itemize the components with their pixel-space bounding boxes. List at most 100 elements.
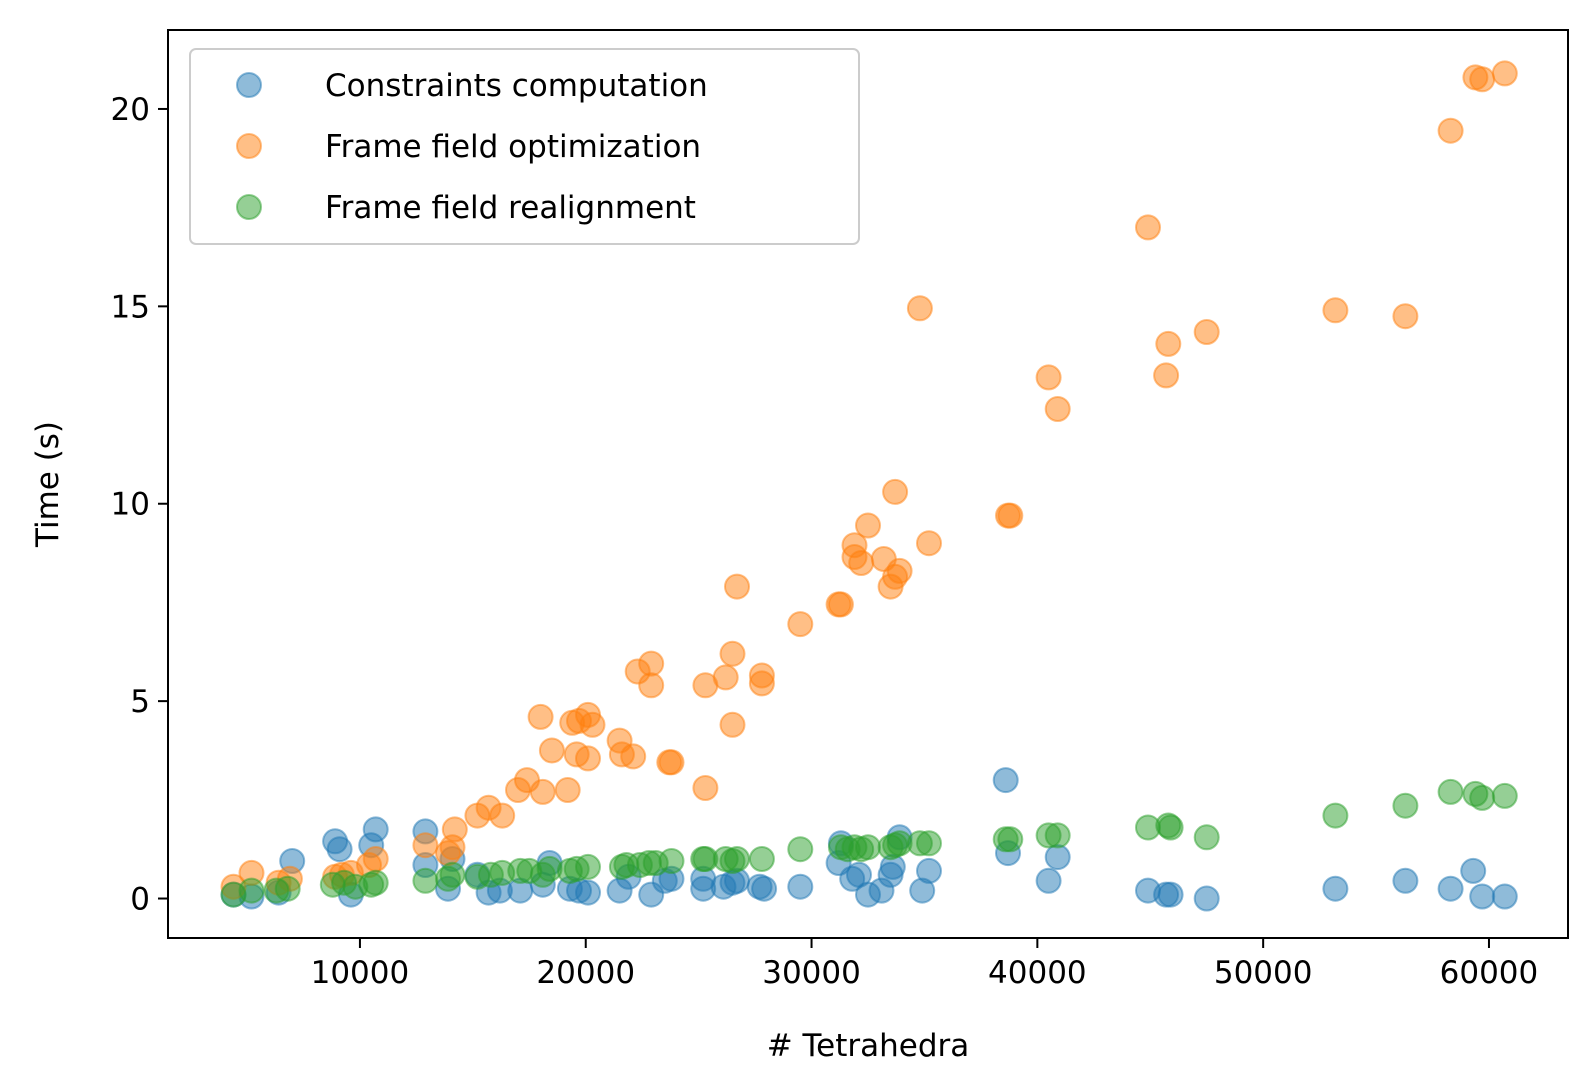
data-point	[238, 877, 265, 904]
data-point	[882, 478, 909, 505]
data-point	[1322, 297, 1349, 324]
legend-label-constraints: Constraints computation	[325, 68, 708, 104]
data-point	[362, 846, 389, 872]
data-point	[579, 711, 606, 738]
legend-marker-constraints	[236, 72, 262, 98]
data-point	[992, 767, 1019, 794]
series-2	[220, 778, 1518, 908]
data-point	[906, 295, 933, 322]
data-point	[724, 846, 750, 872]
legend-entry-constraints: Constraints computation	[236, 68, 708, 104]
data-point	[326, 836, 353, 863]
x-axis-ticks: 10000 20000 30000 40000 50000 60000	[311, 938, 1539, 991]
data-point	[362, 816, 389, 843]
data-point	[1193, 885, 1220, 912]
data-point	[527, 703, 554, 730]
data-point	[620, 743, 647, 770]
data-point	[916, 857, 942, 884]
data-point	[658, 749, 685, 776]
data-point	[787, 836, 814, 863]
data-point	[1153, 362, 1180, 389]
y-tick-label: 10	[111, 487, 150, 523]
data-point	[787, 873, 814, 900]
data-point	[554, 777, 581, 803]
data-point	[1469, 784, 1496, 811]
x-tick-label: 30000	[762, 955, 861, 991]
data-point	[1035, 364, 1062, 391]
data-point	[1491, 60, 1518, 87]
data-point	[538, 737, 565, 764]
legend-box	[189, 48, 860, 245]
data-point	[997, 502, 1024, 529]
legend-label-optimization: Frame field optimization	[325, 129, 701, 165]
y-axis-ticks: 0 5 10 15 20	[111, 92, 168, 918]
data-point	[1193, 824, 1220, 851]
data-point	[712, 664, 739, 691]
data-point	[855, 834, 881, 861]
axes-frame	[167, 29, 1569, 939]
data-point	[751, 875, 778, 902]
data-point	[848, 550, 875, 576]
data-point	[997, 826, 1024, 853]
legend-label-realignment: Frame field realignment	[325, 190, 696, 226]
data-point	[575, 879, 601, 906]
data-point	[719, 711, 746, 738]
data-point	[1392, 303, 1419, 330]
data-point	[1044, 396, 1071, 422]
data-point	[489, 802, 516, 829]
data-point	[855, 512, 881, 539]
data-point	[827, 591, 854, 618]
data-point	[1437, 875, 1464, 902]
x-tick-label: 20000	[536, 955, 635, 991]
data-point	[748, 670, 775, 697]
y-tick-label: 20	[111, 92, 150, 128]
data-point	[1437, 117, 1464, 144]
data-point	[439, 861, 466, 888]
data-point	[658, 848, 685, 874]
data-point	[748, 846, 775, 872]
data-point	[1157, 814, 1184, 841]
data-point	[1460, 857, 1487, 884]
x-tick-label: 50000	[1214, 955, 1313, 991]
x-tick-label: 60000	[1440, 955, 1539, 991]
data-point	[916, 830, 942, 857]
data-point	[638, 672, 665, 699]
data-point	[529, 778, 556, 805]
data-point	[1322, 802, 1349, 829]
data-point	[724, 573, 750, 600]
data-point	[1035, 867, 1062, 894]
data-point	[1155, 330, 1182, 357]
data-point	[412, 867, 439, 894]
data-point	[1044, 844, 1071, 871]
data-point	[692, 775, 719, 801]
data-point	[1491, 883, 1518, 910]
data-point	[787, 611, 814, 638]
y-tick-label: 15	[111, 289, 150, 325]
data-point	[1044, 822, 1071, 849]
y-tick-label: 5	[130, 684, 150, 720]
legend-entry-realignment: Frame field realignment	[236, 190, 696, 226]
data-point	[362, 869, 389, 896]
data-point	[916, 530, 942, 557]
y-tick-label: 0	[130, 882, 150, 918]
data-point	[1135, 214, 1161, 241]
x-tick-label: 10000	[311, 955, 410, 991]
y-axis-label: Time (s)	[30, 421, 66, 548]
data-point	[1157, 881, 1184, 908]
legend: Constraints computation Frame field opti…	[189, 48, 860, 245]
data-point	[1392, 792, 1419, 819]
series-1	[220, 60, 1518, 900]
data-point	[441, 816, 468, 843]
data-point	[719, 640, 746, 667]
data-point	[1322, 875, 1349, 902]
data-point	[575, 745, 601, 772]
data-point	[1193, 319, 1220, 345]
legend-entry-optimization: Frame field optimization	[236, 129, 701, 165]
data-point	[638, 650, 665, 677]
data-point	[1469, 883, 1496, 910]
data-point	[575, 853, 601, 880]
data-point	[1437, 778, 1464, 805]
x-tick-label: 40000	[988, 955, 1087, 991]
data-point	[1491, 782, 1518, 809]
